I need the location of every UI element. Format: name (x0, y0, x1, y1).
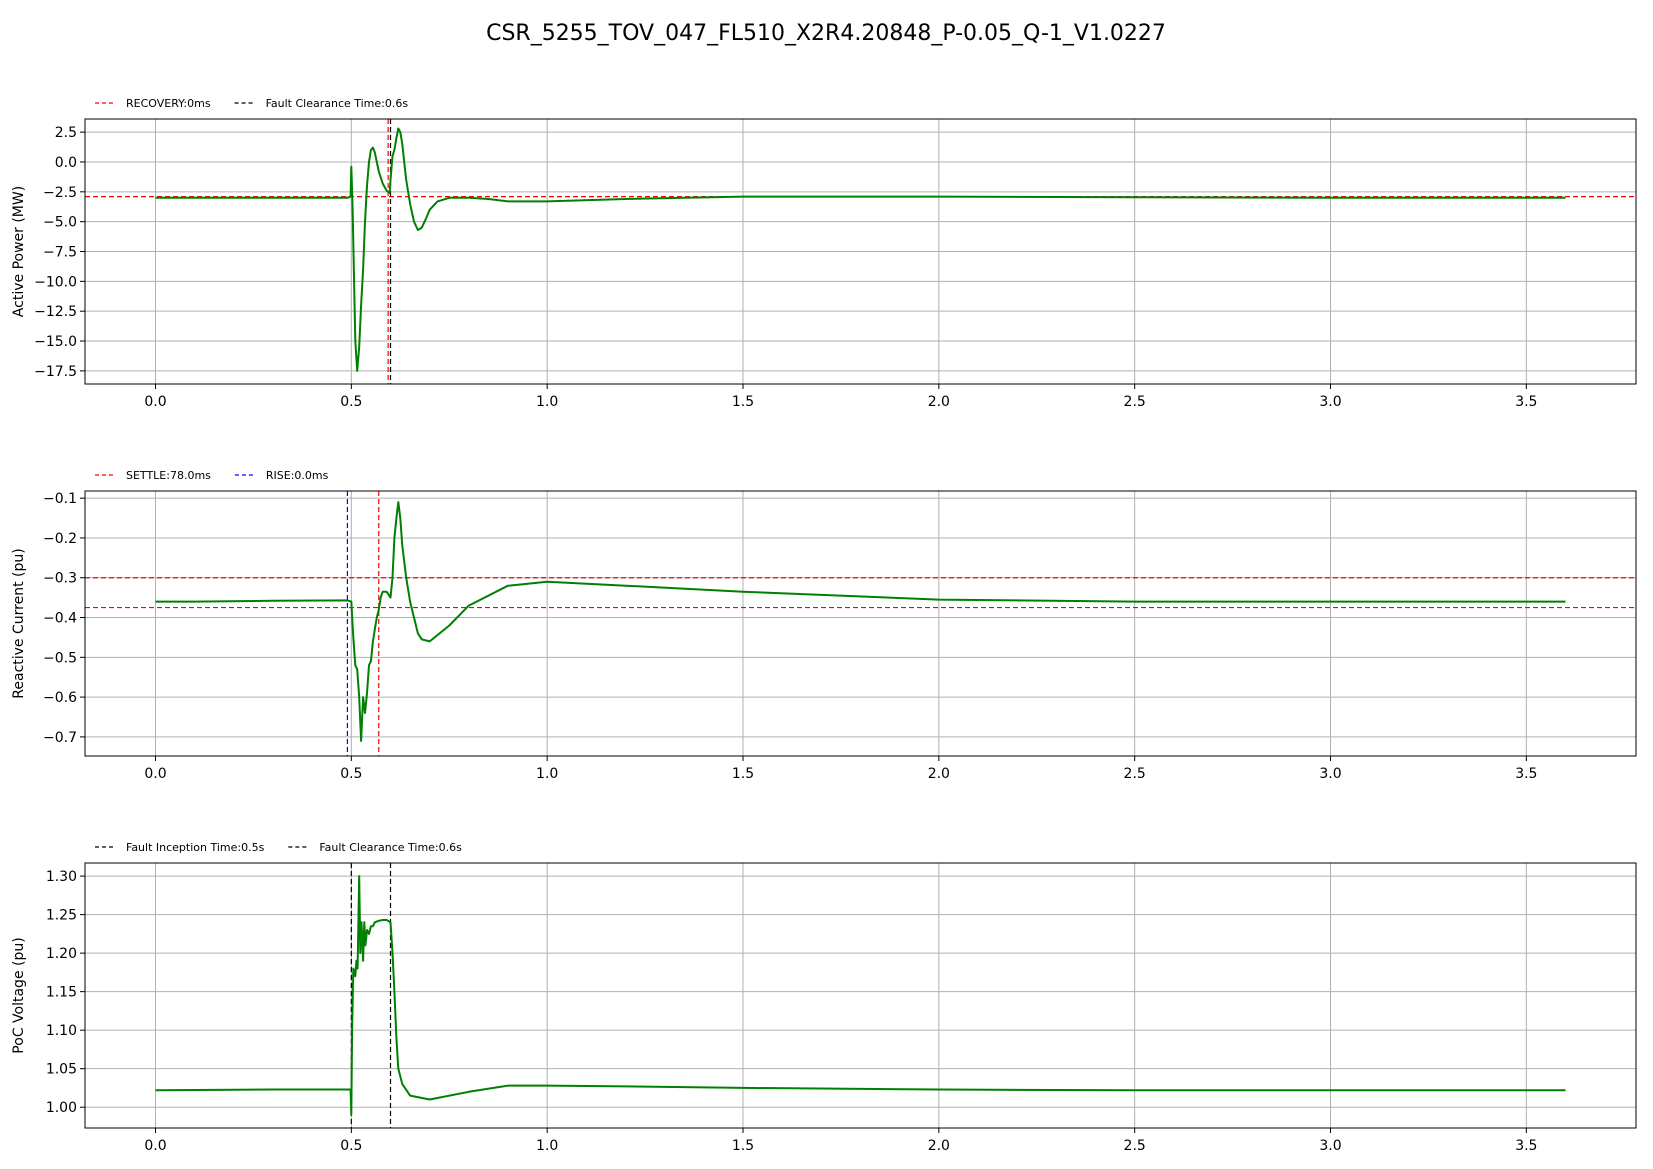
legend-label: SETTLE:78.0ms (126, 469, 211, 482)
y-tick-label: −0.4 (43, 611, 77, 627)
x-tick-label: 1.0 (536, 766, 558, 782)
x-tick-label: 0.0 (144, 394, 166, 410)
y-tick-label: −0.3 (43, 571, 77, 587)
y-tick-label: −15.0 (34, 334, 77, 350)
y-tick-label: 1.10 (46, 1023, 77, 1039)
x-tick-label: 2.5 (1124, 394, 1146, 410)
x-tick-label: 3.0 (1319, 394, 1341, 410)
x-tick-label: 0.5 (340, 766, 362, 782)
legend-label: Fault Clearance Time:0.6s (266, 97, 409, 110)
y-tick-label: −0.7 (43, 730, 77, 746)
y-tick-label: −12.5 (34, 304, 77, 320)
x-tick-label: 1.0 (536, 394, 558, 410)
x-tick-label: 3.0 (1319, 1138, 1341, 1154)
y-tick-label: 1.20 (46, 946, 77, 962)
x-tick-label: 2.5 (1124, 1138, 1146, 1154)
legend-label: RISE:0.0ms (266, 469, 329, 482)
x-tick-label: 2.5 (1124, 766, 1146, 782)
x-tick-label: 0.0 (144, 766, 166, 782)
x-tick-label: 3.5 (1515, 1138, 1537, 1154)
y-tick-label: 0.0 (55, 155, 77, 171)
x-tick-label: 1.0 (536, 1138, 558, 1154)
legend-label: Fault Clearance Time:0.6s (319, 841, 462, 854)
y-tick-label: 1.25 (46, 908, 77, 924)
x-tick-label: 1.5 (732, 394, 754, 410)
y-tick-label: −0.2 (43, 531, 77, 547)
y-tick-label: 1.30 (46, 869, 77, 885)
y-tick-label: 1.00 (46, 1100, 77, 1116)
legend-label: Fault Inception Time:0.5s (126, 841, 265, 854)
y-tick-label: −0.6 (43, 690, 77, 706)
panel-2: 0.0 0.5 1.0 1.5 2.0 2.5 3.0 3.5 −0.1 −0.2 −0.3 −0.4… (11, 469, 1637, 782)
series-line (155, 501, 1566, 742)
series-line (155, 875, 1566, 1116)
x-tick-label: 2.0 (928, 394, 950, 410)
y-tick-label: −5.0 (43, 215, 77, 231)
axes-frame (84, 490, 1637, 757)
x-tick-label: 3.5 (1515, 394, 1537, 410)
series-line (155, 127, 1566, 372)
x-tick-label: 0.5 (340, 394, 362, 410)
y-tick-label: 1.15 (46, 985, 77, 1001)
y-axis-label: Active Power (MW) (11, 186, 27, 317)
legend-label: RECOVERY:0ms (126, 97, 211, 110)
x-tick-label: 0.0 (144, 1138, 166, 1154)
y-axis-label: PoC Voltage (pu) (11, 937, 27, 1053)
x-tick-label: 0.5 (340, 1138, 362, 1154)
figure-title: CSR_5255_TOV_047_FL510_X2R4.20848_P-0.05… (486, 21, 1166, 46)
panel-1: 0.0 0.5 1.0 1.5 2.0 2.5 3.0 3.5 2.5 0.0 −2.5 −5.0 −7… (11, 97, 1637, 410)
x-tick-label: 1.5 (732, 1138, 754, 1154)
x-tick-label: 1.5 (732, 766, 754, 782)
x-tick-label: 2.0 (928, 766, 950, 782)
y-tick-label: −7.5 (43, 245, 77, 261)
x-tick-label: 3.5 (1515, 766, 1537, 782)
x-tick-label: 2.0 (928, 1138, 950, 1154)
y-tick-label: −2.5 (43, 185, 77, 201)
y-axis-label: Reactive Current (pu) (11, 548, 27, 698)
y-tick-label: −0.1 (43, 491, 77, 507)
x-tick-label: 3.0 (1319, 766, 1341, 782)
y-tick-label: 1.05 (46, 1062, 77, 1078)
y-tick-label: −10.0 (34, 274, 77, 290)
axes-frame (84, 862, 1637, 1129)
y-tick-label: −17.5 (34, 364, 77, 380)
panel-3: 0.0 0.5 1.0 1.5 2.0 2.5 3.0 3.5 1.30 1.25 1.20 1.15… (11, 841, 1637, 1154)
y-tick-label: −0.5 (43, 650, 77, 666)
y-tick-label: 2.5 (55, 125, 77, 141)
